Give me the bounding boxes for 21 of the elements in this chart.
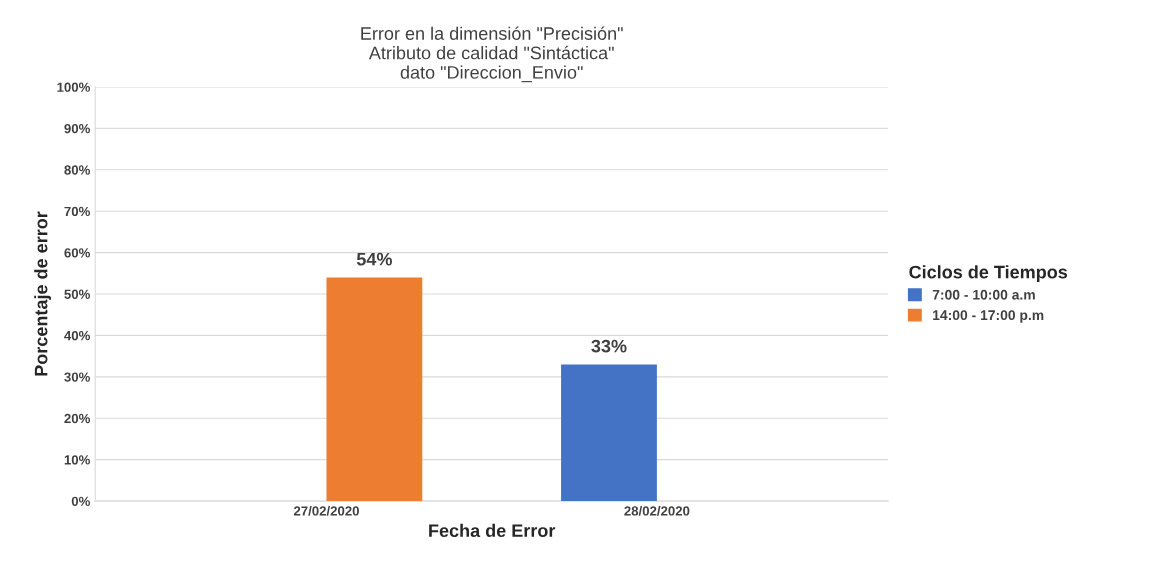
y-tick-label: 80% <box>64 165 90 175</box>
y-tick-label: 100% <box>57 82 90 92</box>
legend-label: 14:00 - 17:00 p.m <box>933 310 1044 323</box>
y-tick-label: 40% <box>64 330 90 341</box>
x-tick-label: 28/02/2020 <box>624 505 690 516</box>
y-tick-label: 50% <box>64 289 90 299</box>
chart-title: Error en la dimensión "Precisión" Atributo de calidad "Sintáctica" dato "Direccion_Envio" <box>361 26 623 83</box>
data-label: 54% <box>356 252 392 266</box>
y-tick-label: 90% <box>64 123 90 134</box>
y-tick-label: 60% <box>64 248 90 258</box>
y-tick-label: 20% <box>64 413 90 424</box>
x-axis-title: Fecha de Error <box>429 523 556 538</box>
legend-title: Ciclos de Tiempos <box>909 265 1068 283</box>
y-tick-label: 70% <box>64 206 90 217</box>
y-tick-label: 30% <box>64 372 90 382</box>
y-tick-label: 10% <box>64 455 90 465</box>
data-label: 33% <box>591 339 627 353</box>
y-axis-title: Porcentaje de error <box>34 211 52 376</box>
legend-label: 7:00 - 10:00 a.m <box>932 289 1035 300</box>
y-tick-label: 0% <box>71 496 90 506</box>
x-tick-label: 27/02/2020 <box>293 505 359 516</box>
